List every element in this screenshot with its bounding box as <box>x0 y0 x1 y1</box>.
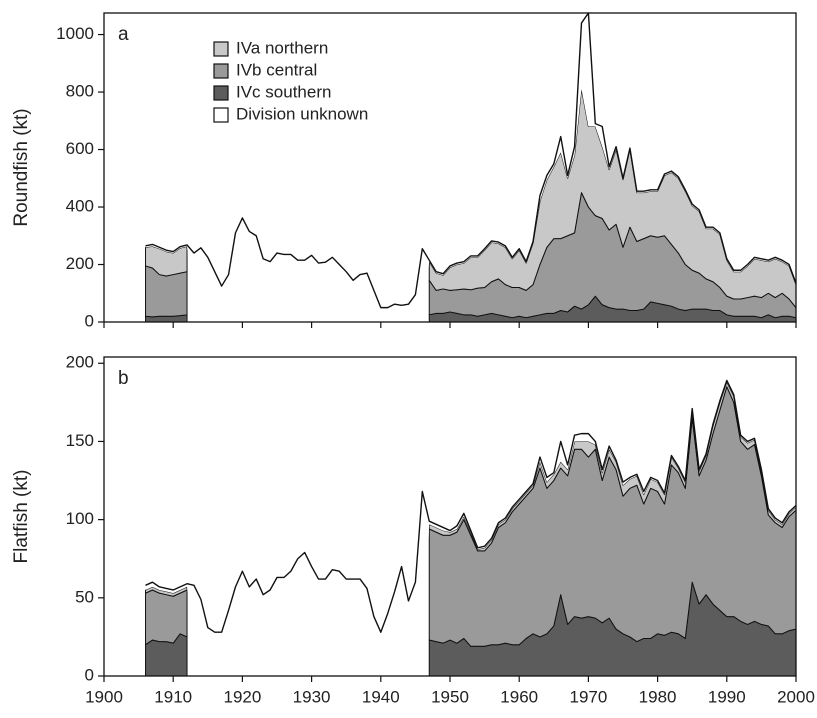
legend-swatch <box>213 63 229 79</box>
y-tick-label: 600 <box>66 139 94 158</box>
y-tick-label: 0 <box>85 311 94 330</box>
outline <box>145 379 797 633</box>
y-tick-label: 50 <box>75 587 94 606</box>
y-tick-label: 150 <box>66 431 94 450</box>
x-tick-label: 1980 <box>639 687 677 706</box>
legend-swatch <box>213 107 229 123</box>
legend-label: IVa northern <box>236 38 328 57</box>
y-tick-label: 1000 <box>56 24 94 43</box>
y-tick-label: 800 <box>66 82 94 101</box>
panel-label: b <box>118 368 129 389</box>
y-tick-label: 200 <box>66 353 94 372</box>
area <box>428 386 797 647</box>
area <box>145 380 796 676</box>
y-tick-label: 400 <box>66 197 94 216</box>
x-tick-label: 1910 <box>154 687 192 706</box>
x-tick-label: 1960 <box>500 687 538 706</box>
legend-swatch <box>213 85 229 101</box>
legend-swatch <box>213 41 229 57</box>
area <box>145 13 796 322</box>
outline <box>145 12 797 309</box>
legend-label: Division unknown <box>236 104 368 123</box>
x-tick-label: 1940 <box>362 687 400 706</box>
x-tick-label: 1990 <box>708 687 746 706</box>
y-tick-label: 200 <box>66 254 94 273</box>
x-tick-label: 1950 <box>431 687 469 706</box>
y-axis-label: Roundfish (kt) <box>11 108 32 226</box>
y-tick-label: 0 <box>85 665 94 684</box>
x-tick-label: 1930 <box>293 687 331 706</box>
x-tick-label: 1900 <box>85 687 123 706</box>
x-tick-label: 1920 <box>223 687 261 706</box>
x-tick-label: 1970 <box>569 687 607 706</box>
legend-label: IVc southern <box>236 82 331 101</box>
panel-label: a <box>118 24 129 45</box>
legend-label: IVb central <box>236 60 317 79</box>
y-axis-label: Flatfish (kt) <box>11 470 32 564</box>
area <box>145 245 188 277</box>
x-tick-label: 2000 <box>777 687 815 706</box>
y-tick-label: 100 <box>66 509 94 528</box>
